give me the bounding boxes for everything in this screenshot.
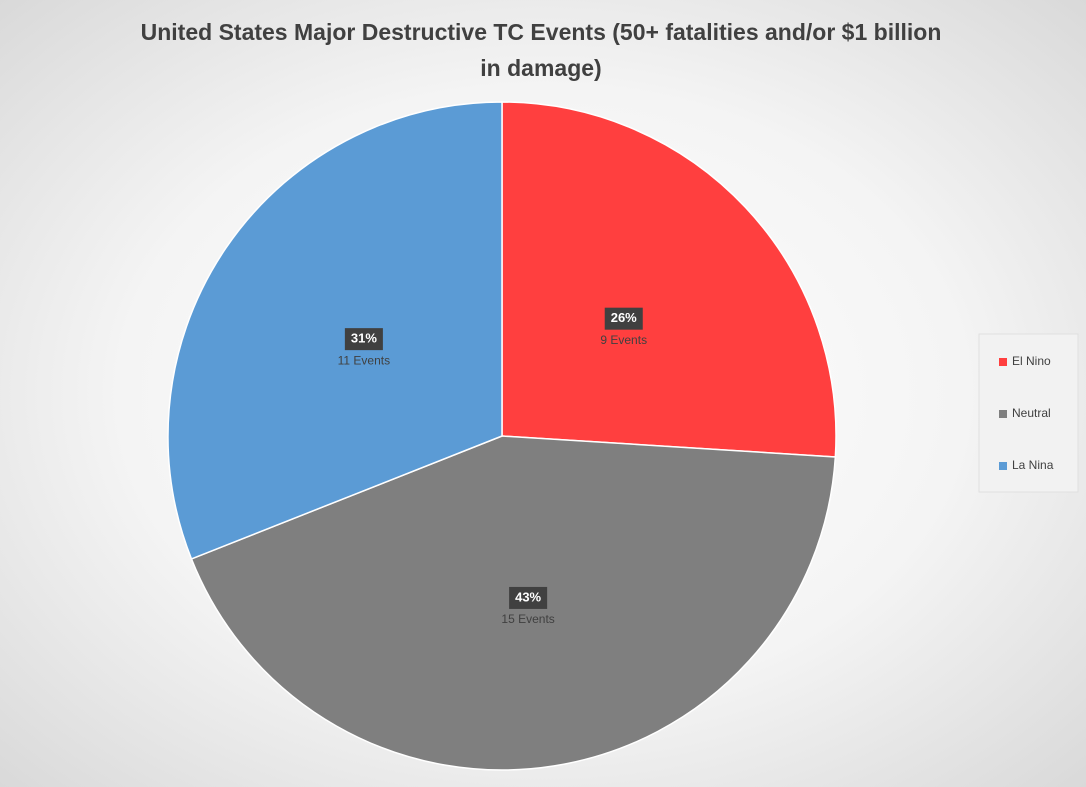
- legend-swatch: [999, 358, 1007, 366]
- legend-swatch: [999, 410, 1007, 418]
- legend-swatch: [999, 462, 1007, 470]
- data-label-box: [509, 586, 548, 609]
- percent-label: 43%: [515, 589, 541, 604]
- event-label: 11 Events: [338, 353, 390, 367]
- pie-slice: [501, 101, 837, 458]
- legend: El Nino Neutral La Nina: [978, 333, 1079, 493]
- event-label: 15 Events: [501, 612, 554, 626]
- data-label: 26% 9 Events: [600, 307, 647, 347]
- data-label-box: [604, 307, 643, 330]
- percent-label: 31%: [351, 331, 377, 346]
- data-label-box: [344, 328, 383, 351]
- chart-title: United States Major Destructive TC Event…: [140, 19, 942, 81]
- percent-label: 26%: [611, 310, 637, 325]
- event-label: 9 Events: [600, 333, 647, 347]
- data-label: 43% 15 Events: [501, 586, 555, 626]
- legend-label: Neutral: [1012, 406, 1051, 420]
- pie-slice: [167, 101, 503, 560]
- legend-label: La Nina: [1012, 458, 1054, 472]
- legend-box: [978, 333, 1079, 493]
- legend-label: El Nino: [1012, 354, 1051, 368]
- data-label: 31% 11 Events: [338, 328, 390, 367]
